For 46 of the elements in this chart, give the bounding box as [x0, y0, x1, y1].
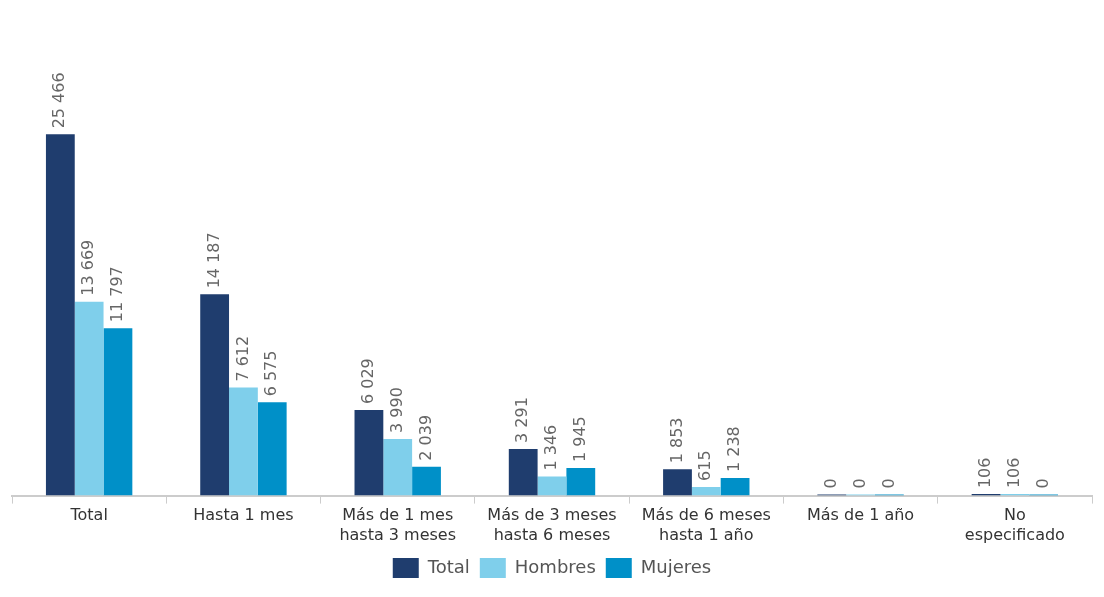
- data-label: 1 238: [724, 426, 744, 473]
- data-label: 106: [1004, 457, 1024, 489]
- x-tick-label: Total: [69, 505, 108, 525]
- data-label: 6 029: [358, 358, 378, 405]
- data-label: 106: [975, 457, 995, 489]
- bar: [257, 402, 287, 496]
- bar: [45, 134, 75, 496]
- bar: [566, 468, 596, 496]
- data-label: 1 853: [666, 417, 686, 464]
- bar: [103, 328, 133, 496]
- legend-label: Mujeres: [640, 555, 712, 577]
- x-tick-label: Más de 3 meses hasta 6 meses: [487, 505, 617, 544]
- bar: [537, 476, 567, 496]
- bar: [74, 301, 104, 496]
- data-label: 14 187: [203, 232, 223, 289]
- x-tick-label: Más de 1 año: [807, 505, 915, 525]
- data-label: 13 669: [78, 239, 98, 296]
- data-label: 0: [878, 478, 898, 489]
- bar: [508, 448, 538, 496]
- bar: [720, 478, 750, 496]
- bar: [412, 466, 441, 496]
- bar: [229, 387, 258, 496]
- data-label: 0: [820, 478, 840, 489]
- legend-label: Hombres: [514, 555, 596, 577]
- data-label: 25 466: [49, 72, 69, 129]
- data-label: 615: [695, 450, 715, 481]
- x-tick-label: No especificado: [964, 505, 1065, 544]
- data-label: 1 346: [541, 424, 561, 471]
- bar: [383, 439, 413, 496]
- x-tick-label: Más de 6 meses hasta 1 año: [641, 505, 771, 544]
- bar: [354, 410, 384, 496]
- bar: [663, 469, 692, 496]
- data-label: 0: [1032, 478, 1052, 489]
- x-tick-label: Más de 1 mes hasta 3 meses: [339, 505, 457, 544]
- legend-label: Total: [426, 555, 470, 577]
- data-label: 2 039: [415, 414, 435, 461]
- bar: [200, 294, 230, 496]
- data-label: 7 612: [232, 335, 252, 382]
- data-label: 3 990: [386, 387, 406, 433]
- data-label: 0: [849, 478, 869, 489]
- bar: [691, 486, 721, 496]
- data-label: 11 797: [107, 266, 127, 323]
- data-label: 3 291: [512, 397, 532, 443]
- data-label: 6 575: [261, 350, 281, 397]
- x-tick-label: Hasta 1 mes: [193, 505, 294, 525]
- data-label: 1 945: [569, 416, 589, 463]
